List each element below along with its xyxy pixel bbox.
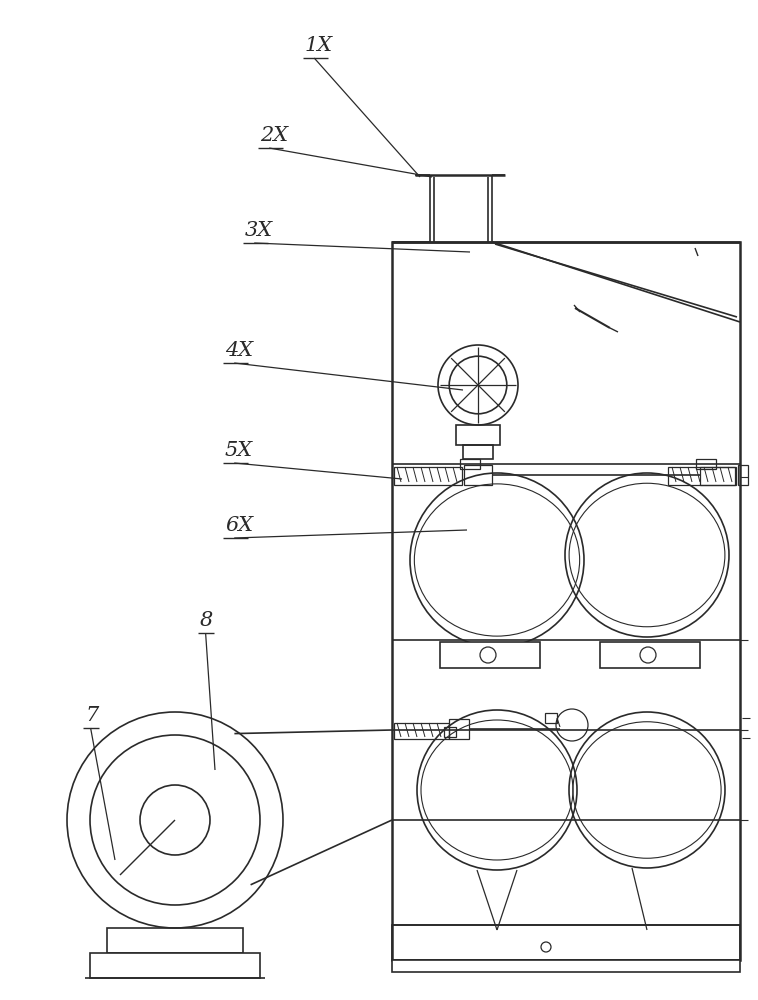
- Bar: [696, 459, 716, 469]
- Text: 5X: 5X: [225, 441, 253, 460]
- Bar: [700, 467, 735, 485]
- Bar: [90, 953, 260, 978]
- Bar: [456, 425, 500, 445]
- Text: 2X: 2X: [260, 126, 288, 145]
- Bar: [738, 465, 748, 485]
- Bar: [444, 727, 456, 737]
- Bar: [449, 719, 469, 739]
- Text: 7: 7: [85, 706, 99, 725]
- Bar: [394, 467, 462, 485]
- Text: 1X: 1X: [305, 36, 333, 55]
- Bar: [463, 445, 493, 459]
- Bar: [394, 723, 449, 739]
- Bar: [668, 467, 736, 485]
- Bar: [464, 465, 492, 485]
- Bar: [392, 242, 740, 960]
- Text: 6X: 6X: [225, 516, 253, 535]
- Bar: [392, 960, 740, 972]
- Bar: [600, 642, 700, 668]
- Bar: [107, 928, 243, 953]
- Bar: [460, 459, 480, 469]
- Bar: [392, 925, 740, 960]
- Bar: [545, 713, 557, 723]
- Text: 4X: 4X: [225, 341, 253, 360]
- Text: 3X: 3X: [245, 221, 273, 240]
- Bar: [440, 642, 540, 668]
- Text: 8: 8: [200, 611, 213, 630]
